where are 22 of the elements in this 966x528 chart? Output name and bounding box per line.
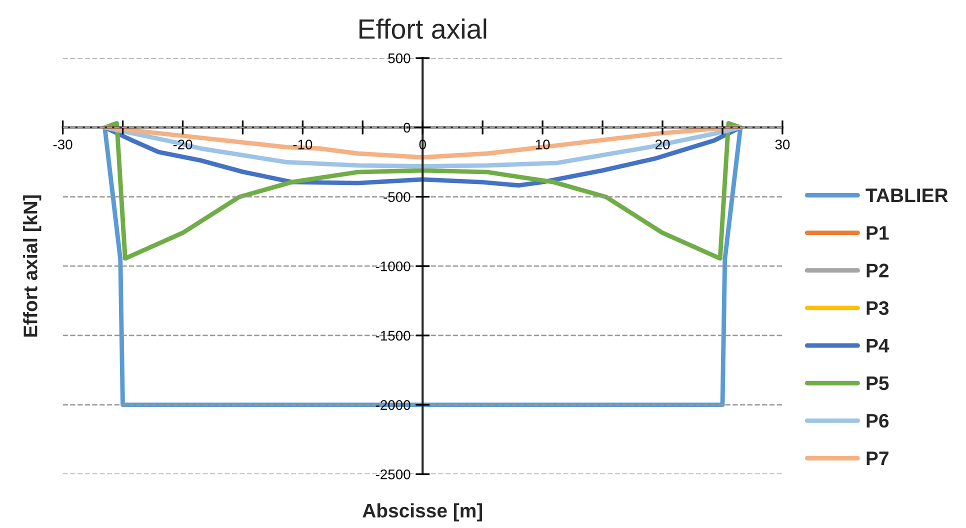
y-axis-title: Effort axial [kN] bbox=[23, 195, 42, 337]
y-tick-label: -2500 bbox=[376, 469, 410, 480]
legend-label: P3 bbox=[866, 301, 889, 315]
y-tick-label: 500 bbox=[388, 53, 410, 64]
chart-title: Effort axial bbox=[360, 18, 486, 39]
x-tick-label: -10 bbox=[293, 140, 312, 150]
legend-label: P2 bbox=[866, 264, 888, 278]
y-tick-label: -1000 bbox=[376, 261, 410, 272]
legend-label: TABLIER bbox=[866, 188, 948, 202]
legend-label: P7 bbox=[866, 452, 888, 466]
legend-label: P6 bbox=[866, 414, 889, 428]
x-tick-label: 20 bbox=[655, 140, 670, 150]
x-tick-label: 30 bbox=[775, 140, 790, 150]
legend-label: P1 bbox=[866, 226, 889, 240]
legend-label: P5 bbox=[866, 376, 889, 390]
x-tick-label: -20 bbox=[173, 140, 192, 150]
y-tick-label: -500 bbox=[384, 192, 410, 202]
y-tick-label: -1500 bbox=[376, 330, 410, 341]
x-axis-title: Abscisse [m] bbox=[362, 503, 482, 522]
x-tick-label: -30 bbox=[53, 140, 72, 150]
x-tick-label: 10 bbox=[536, 140, 550, 150]
legend-label: P4 bbox=[866, 338, 890, 352]
